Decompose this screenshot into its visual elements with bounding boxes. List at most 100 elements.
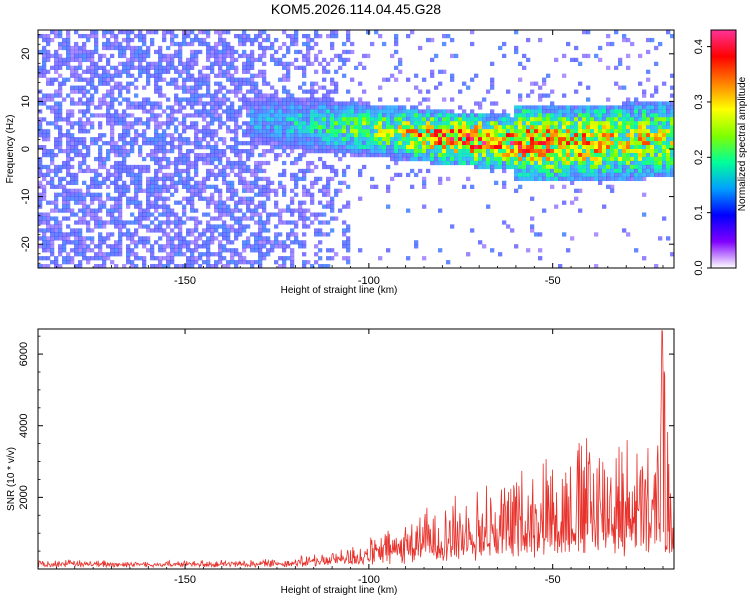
spectrogram-cell: [66, 141, 71, 146]
spectrogram-cell: [642, 160, 647, 166]
spectrogram-cell: [78, 236, 83, 241]
spectrogram-cell: [454, 133, 459, 138]
spectrogram-cell: [646, 129, 651, 134]
spectrogram-cell: [102, 33, 107, 39]
spectrogram-cell: [426, 137, 431, 142]
spectrogram-cell: [310, 97, 315, 102]
spectrogram-cell: [502, 137, 507, 142]
spectrogram-cell: [234, 49, 239, 55]
spectrogram-cell: [366, 117, 371, 122]
spectrogram-cell: [426, 141, 431, 146]
spectrogram-cell: [130, 236, 135, 241]
spectrogram-cell: [506, 149, 511, 154]
spectrogram-cell: [670, 105, 675, 110]
spectrogram-cell: [666, 160, 671, 166]
spectrogram-cell: [42, 236, 47, 241]
spectrogram-cell: [154, 256, 159, 261]
spectrogram-cell: [242, 200, 247, 205]
spectrogram-cell: [118, 73, 123, 78]
spectrogram-cell: [130, 252, 135, 257]
spectrogram-cell: [162, 208, 167, 213]
spectrogram-cell: [90, 125, 95, 130]
spectrogram-cell: [502, 164, 507, 170]
spectrogram-cell: [314, 260, 319, 265]
spectrogram-cell: [282, 160, 287, 166]
spectrogram-cell: [150, 117, 155, 122]
spectrogram-cell: [146, 69, 151, 74]
spectrogram-cell: [218, 81, 223, 86]
spectrogram-cell: [250, 37, 255, 43]
spectrogram-cell: [238, 164, 243, 170]
spectrogram-cell: [222, 244, 227, 249]
spectrogram-cell: [338, 180, 343, 185]
spectrogram-cell: [154, 125, 159, 130]
spectrogram-cell: [206, 168, 211, 174]
spectrogram-cell: [94, 180, 99, 185]
spectrogram-cell: [322, 65, 327, 70]
spectrogram-cell: [58, 93, 63, 98]
spectrogram-cell: [86, 256, 91, 261]
spectrogram-cell: [130, 30, 135, 35]
spectrogram-cell: [278, 121, 283, 126]
spectrogram-cell: [198, 264, 203, 269]
spectrogram-cell: [426, 121, 431, 126]
spectrogram-cell: [214, 149, 219, 154]
spectrogram-cell: [134, 240, 139, 245]
spectrogram-cell: [190, 93, 195, 98]
spectrogram-cell: [138, 172, 143, 178]
spectrogram-cell: [118, 208, 123, 213]
spectrogram-cell: [142, 256, 147, 261]
spectrogram-cell: [102, 200, 107, 205]
spectrogram-cell: [142, 129, 147, 134]
spectrogram-cell: [538, 160, 543, 166]
spectrogram-cell: [90, 121, 95, 126]
spectrogram-cell: [306, 53, 311, 59]
spectrogram-cell: [210, 200, 215, 205]
spectrogram-cell: [58, 125, 63, 130]
spectrogram-cell: [194, 160, 199, 166]
spectrogram-cell: [126, 220, 131, 225]
spectrogram-cell: [286, 232, 291, 237]
spectrogram-cell: [230, 149, 235, 154]
spectrogram-cell: [346, 57, 351, 63]
spectrogram-cell: [642, 212, 647, 217]
spectrogram-cell: [206, 200, 211, 205]
spectrogram-cell: [274, 113, 279, 118]
spectrogram-cell: [106, 184, 111, 189]
spectrogram-cell: [198, 93, 203, 98]
spectrogram-cell: [334, 85, 339, 90]
spectrogram-cell: [258, 212, 263, 217]
spectrogram-cell: [502, 160, 507, 166]
spectrogram-cell: [194, 109, 199, 114]
spectrogram-cell: [150, 204, 155, 209]
spectrogram-cell: [510, 160, 515, 166]
spectrogram-cell: [118, 248, 123, 253]
spectrogram-cell: [290, 240, 295, 245]
spectrogram-cell: [386, 184, 391, 189]
spectrogram-cell: [146, 204, 151, 209]
spectrogram-cell: [486, 137, 491, 142]
spectrogram-cell: [86, 168, 91, 174]
spectrogram-cell: [218, 168, 223, 174]
spectrogram-cell: [334, 121, 339, 126]
spectrogram-cell: [478, 113, 483, 118]
colorbar-tick-label: 0.4: [693, 39, 705, 54]
spectrogram-cell: [70, 248, 75, 253]
spectrogram-cell: [550, 160, 555, 166]
colorbar-tick-label: 0.0: [693, 260, 705, 275]
spectrogram-cell: [270, 113, 275, 118]
spectrogram-cell: [658, 105, 663, 110]
spectrogram-cell: [326, 125, 331, 130]
spectrogram-cell: [362, 145, 367, 150]
spectrogram-cell: [618, 156, 623, 162]
spectrogram-cell: [554, 141, 559, 146]
spectrogram-cell: [42, 69, 47, 74]
spectrogram-cell: [346, 33, 351, 39]
spectrogram-cell: [478, 117, 483, 122]
spectrogram-cell: [170, 133, 175, 138]
spectrogram-cell: [550, 145, 555, 150]
spectrogram-cell: [286, 133, 291, 138]
spectrogram-cell: [422, 137, 427, 142]
spectrogram-cell: [282, 121, 287, 126]
spectrogram-cell: [578, 125, 583, 130]
